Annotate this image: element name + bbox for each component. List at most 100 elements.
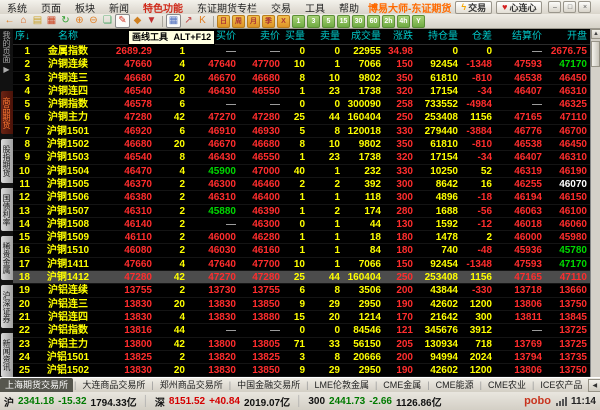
period-15-button[interactable]: 15 xyxy=(337,14,350,28)
period-月-button[interactable]: 月 xyxy=(247,14,260,28)
chart-icon[interactable]: ↗ xyxy=(184,15,193,26)
table-row[interactable]: 24 沪铝1501 13825 2 13820 13825 3 8 20666 200 94994 2… xyxy=(13,351,590,365)
minimize-icon[interactable]: – xyxy=(548,1,562,13)
exchange-tab-ICE农产品[interactable]: ICE农产品 xyxy=(540,380,583,390)
table-row[interactable]: 18 沪铜1412 47280 42 47270 47280 25 44 160404 250 25… xyxy=(13,271,590,285)
table-row[interactable]: 3 沪铜连三 46680 20 46670 46680 8 10 9802 350 61810 -81… xyxy=(13,72,590,85)
period-Y-button[interactable]: Y xyxy=(412,14,425,28)
sidebar-tab-股指期货[interactable]: 股指期货 xyxy=(0,139,13,183)
menu-工具[interactable]: 工具 xyxy=(305,3,325,15)
card-icon[interactable]: ▦ xyxy=(46,15,57,26)
table-row[interactable]: 15 沪铜1509 46110 2 46000 46280 1 1 18 180 1478 2 4600… xyxy=(13,231,590,245)
table-row[interactable]: 10 沪铜1504 46470 4 45900 47000 40 1 232 330 10250 52… xyxy=(13,165,590,178)
kline-icon[interactable]: K xyxy=(199,15,206,26)
exchange-tab-CME金属[interactable]: CME金属 xyxy=(383,380,422,390)
table-row[interactable]: 16 沪铜1510 46080 2 46030 46160 1 1 84 180 740 -48 459… xyxy=(13,244,590,258)
period-60-button[interactable]: 60 xyxy=(367,14,380,28)
menu-系统[interactable]: 系统 xyxy=(7,3,27,15)
period-5-button[interactable]: 5 xyxy=(322,14,335,28)
sidebar-tab-国债利率[interactable]: 国债利率 xyxy=(0,187,13,232)
menu-交易[interactable]: 交易 xyxy=(271,3,291,15)
table-row[interactable]: 1 金属指数 2689.29 1 — — 0 0 22955 34.98 0 0 — 2676.75 xyxy=(13,45,590,59)
period-4h-button[interactable]: 4h xyxy=(397,14,410,28)
notes-icon[interactable]: ▤ xyxy=(32,15,43,26)
menu-页面[interactable]: 页面 xyxy=(41,3,61,15)
zoom-out-icon[interactable]: ⊖ xyxy=(89,15,98,26)
heart-link-button[interactable]: ♥ 心连心 xyxy=(496,0,543,14)
column-header-仓差[interactable]: 仓差 xyxy=(472,31,492,42)
filter-icon[interactable]: ▼ xyxy=(146,15,157,26)
exchange-tab-郑州商品交易所[interactable]: 郑州商品交易所 xyxy=(159,380,223,390)
column-header-成交量[interactable]: 成交量 xyxy=(351,31,381,42)
scrollbar-thumb[interactable] xyxy=(591,41,600,67)
table-row[interactable]: 12 沪铜1506 46380 2 46310 46400 1 1 118 300 4896 -18 4… xyxy=(13,191,590,205)
column-header-卖价[interactable]: 卖价 xyxy=(260,31,280,42)
period-3-button[interactable]: 3 xyxy=(307,14,320,28)
table-row[interactable]: 6 沪铜主力 47280 42 47270 47280 25 44 160404 250 25340… xyxy=(13,111,590,125)
grid-icon[interactable]: ▦ xyxy=(166,14,181,28)
menu-特色功能[interactable]: 特色功能 xyxy=(143,3,183,15)
sidebar-tab-新闻资讯[interactable]: 新闻资讯 xyxy=(0,333,13,377)
vertical-scrollbar[interactable]: ▲ xyxy=(590,29,600,377)
ink-icon[interactable]: ◆ xyxy=(133,15,142,26)
close-icon[interactable]: × xyxy=(578,1,592,13)
column-header-涨跌[interactable]: 涨跌 xyxy=(393,31,413,42)
exchange-tab-CME能源[interactable]: CME能源 xyxy=(435,380,474,390)
exchange-tab-中国金融交易所[interactable]: 中国金融交易所 xyxy=(237,380,301,390)
exchange-tab-大连商品交易所[interactable]: 大连商品交易所 xyxy=(82,380,146,390)
menu-板块[interactable]: 板块 xyxy=(75,3,95,15)
table-row[interactable]: 19 沪铝连续 13755 2 13730 13755 6 8 3506 200 43844 -330… xyxy=(13,284,590,298)
column-header-买价[interactable]: 买价 xyxy=(216,31,236,42)
column-header-序↓[interactable]: 序↓ xyxy=(15,31,30,42)
maximize-icon[interactable]: □ xyxy=(563,1,577,13)
table-row[interactable]: 23 沪铝主力 13800 42 13800 13805 71 33 56150 205 13093… xyxy=(13,338,590,351)
sidebar-my-pages[interactable]: 我的页面 ▶ xyxy=(2,31,11,75)
table-row[interactable]: 21 沪铝连四 13830 4 13830 13880 15 20 1214 170 21642 30… xyxy=(13,311,590,325)
table-row[interactable]: 9 沪铜1503 46540 8 46430 46550 1 23 1738 320 17154 -3… xyxy=(13,151,590,165)
period-季-button[interactable]: 季 xyxy=(262,14,275,28)
period-2h-button[interactable]: 2h xyxy=(382,14,395,28)
table-row[interactable]: 11 沪铜1505 46370 2 46300 46460 2 2 392 300 8642 16 46… xyxy=(13,178,590,192)
back-icon[interactable]: ← xyxy=(4,15,15,26)
column-header-买量[interactable]: 买量 xyxy=(285,31,305,42)
exchange-tab-上海期货交易所[interactable]: 上海期货交易所 xyxy=(0,378,74,392)
table-row[interactable]: 13 沪铜1507 46310 2 45880 46390 1 2 174 280 1688 -56 4… xyxy=(13,205,590,218)
table-row[interactable]: 22 沪铝指数 13816 44 — — 0 0 84546 121 345676 3912 — 1372… xyxy=(13,324,590,338)
scroll-left-icon[interactable]: ◀ xyxy=(588,378,600,392)
zoom-in-icon[interactable]: ⊕ xyxy=(75,15,84,26)
exchange-tab-CME农业[interactable]: CME农业 xyxy=(487,380,526,390)
sidebar-tab-稀贵金属[interactable]: 稀贵金属 xyxy=(0,236,13,280)
refresh-icon[interactable]: ↻ xyxy=(61,15,70,26)
trade-button[interactable]: ϟ 交易 xyxy=(455,0,493,14)
menu-帮助[interactable]: 帮助 xyxy=(339,3,359,15)
table-row[interactable]: 25 沪铝1502 13830 20 13830 13850 9 29 2950 190 42602… xyxy=(13,364,590,378)
cell: 2024 xyxy=(469,351,492,363)
table-row[interactable]: 2 沪铜连续 47660 4 47640 47700 10 1 7066 150 92454 -134… xyxy=(13,58,590,72)
layers-icon[interactable]: ❏ xyxy=(103,15,112,26)
period-X-button[interactable]: X xyxy=(277,14,290,28)
table-row[interactable]: 20 沪铝连三 13830 20 13830 13850 9 29 2950 190 42602 12… xyxy=(13,298,590,311)
table-row[interactable]: 7 沪铜1501 46920 6 46910 46930 5 8 120018 330 279440… xyxy=(13,125,590,139)
column-header-卖量[interactable]: 卖量 xyxy=(320,31,340,42)
table-row[interactable]: 8 沪铜1502 46680 20 46670 46680 8 10 9802 350 61810 -… xyxy=(13,138,590,152)
period-周-button[interactable]: 周 xyxy=(232,14,245,28)
column-header-开盘[interactable]: 开盘 xyxy=(567,31,587,42)
column-header-名称[interactable]: 名称 xyxy=(58,31,78,42)
exchange-tab-LME伦敦金属[interactable]: LME伦敦金属 xyxy=(314,380,369,390)
menu-东证期货专栏[interactable]: 东证期货专栏 xyxy=(197,3,257,15)
column-header-结算价[interactable]: 结算价 xyxy=(512,31,542,42)
table-row[interactable]: 17 沪铜1411 47660 4 47640 47700 10 1 7066 150 92454-… xyxy=(13,258,590,272)
sidebar-tab-沪深证券[interactable]: 沪深证券 xyxy=(0,284,13,329)
scroll-up-arrow-icon[interactable]: ▲ xyxy=(591,29,600,39)
home-icon[interactable]: ⌂ xyxy=(20,15,27,26)
pencil-icon[interactable]: ✎ xyxy=(115,14,130,28)
period-1-button[interactable]: 1 xyxy=(292,14,305,28)
column-header-持仓量[interactable]: 持仓量 xyxy=(428,31,458,42)
period-日-button[interactable]: 日 xyxy=(217,14,230,28)
table-row[interactable]: 4 沪铜连四 46540 8 46430 46550 1 23 1738 320 17154 -34 4… xyxy=(13,85,590,99)
sidebar-tab-商品期货[interactable]: 商品期货 xyxy=(0,90,13,135)
table-row[interactable]: 14 沪铜1508 46140 2 — 46300 0 1 44 130 1592 -12 46018 4… xyxy=(13,218,590,232)
menu-新闻[interactable]: 新闻 xyxy=(109,3,129,15)
table-row[interactable]: 5 沪铜指数 46578 6 — — 0 0 300090 258 733552 -4984 — 4632… xyxy=(13,98,590,112)
period-30-button[interactable]: 30 xyxy=(352,14,365,28)
